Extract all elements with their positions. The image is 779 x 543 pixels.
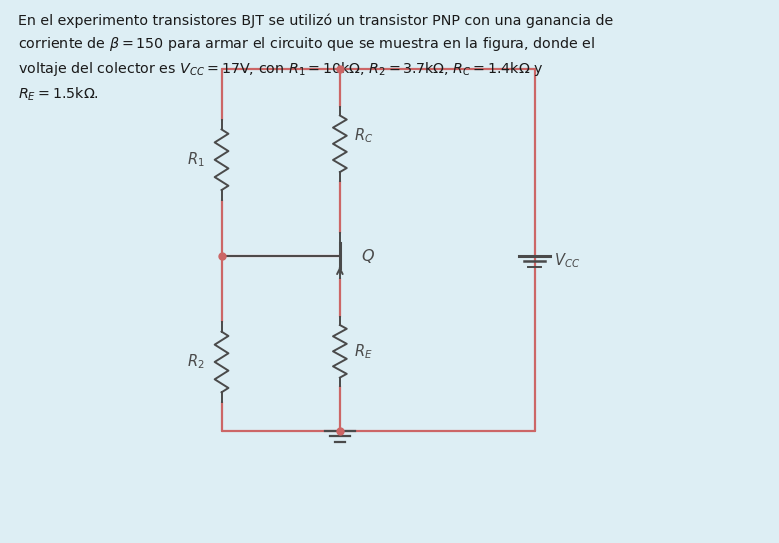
Text: $R_E$: $R_E$ xyxy=(354,342,372,361)
Text: $Q$: $Q$ xyxy=(361,247,375,264)
Text: $R_1$: $R_1$ xyxy=(187,150,205,169)
Text: En el experimento transistores BJT se utilizó un transistor PNP con una ganancia: En el experimento transistores BJT se ut… xyxy=(18,14,613,103)
Text: $R_C$: $R_C$ xyxy=(354,127,373,145)
Text: $V_{CC}$: $V_{CC}$ xyxy=(554,251,580,270)
Text: $R_2$: $R_2$ xyxy=(187,352,205,371)
